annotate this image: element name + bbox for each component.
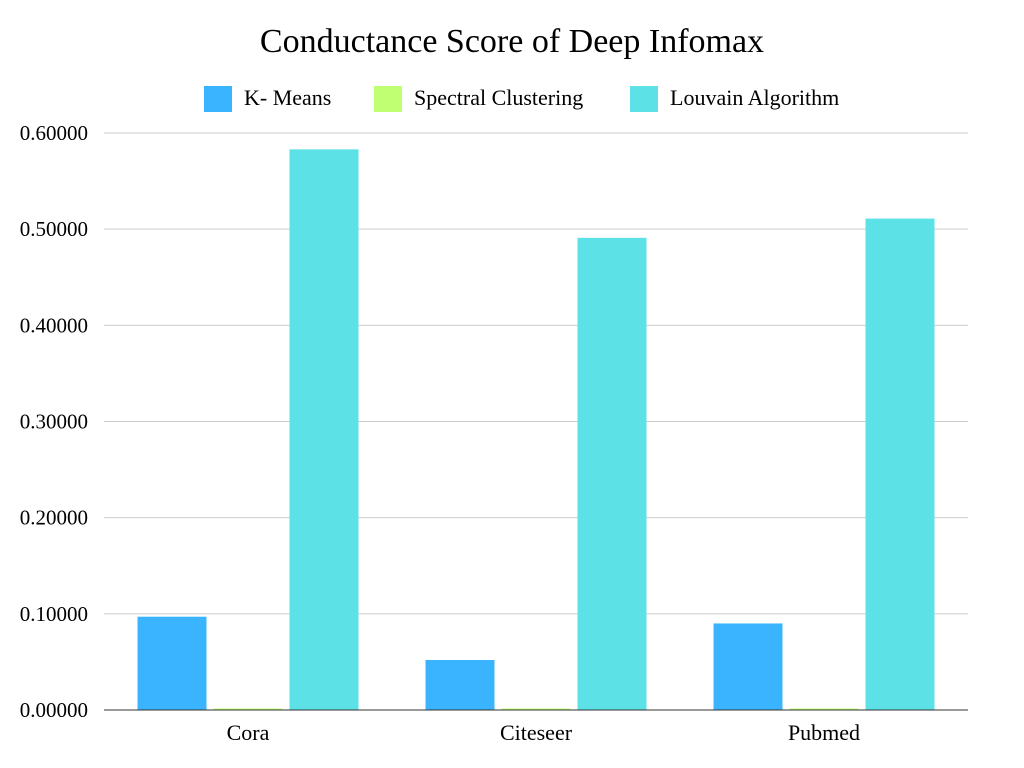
y-tick-label: 0.50000 xyxy=(20,217,88,241)
y-tick-label: 0.20000 xyxy=(20,506,88,530)
bar-pubmed-series-2 xyxy=(865,218,935,711)
y-tick-label: 0.60000 xyxy=(20,121,88,145)
y-tick-label: 0.40000 xyxy=(20,313,88,337)
bar-cora-series-2 xyxy=(289,149,359,710)
x-tick-label: Citeseer xyxy=(500,720,573,745)
bar-cora-series-1 xyxy=(213,708,283,710)
x-tick-label: Pubmed xyxy=(788,720,860,745)
y-axis: 0.00000 0.10000 0.20000 0.30000 0.40000 0.500… xyxy=(20,121,88,722)
gridlines xyxy=(104,132,968,615)
legend-label: Spectral Clustering xyxy=(414,85,583,110)
bars xyxy=(137,149,935,711)
legend-swatch xyxy=(204,86,232,112)
bar-citeseer-series-0 xyxy=(425,659,495,710)
legend-label: K- Means xyxy=(244,85,331,110)
bar-citeseer-series-2 xyxy=(577,237,647,711)
legend-label: Louvain Algorithm xyxy=(670,85,839,110)
bar-citeseer-series-1 xyxy=(501,708,571,710)
x-tick-label: Cora xyxy=(227,720,270,745)
bar-pubmed-series-1 xyxy=(789,708,859,710)
chart-title: Conductance Score of Deep Infomax xyxy=(260,23,764,60)
legend-swatch xyxy=(630,86,658,112)
y-tick-label: 0.00000 xyxy=(20,698,88,722)
y-tick-label: 0.10000 xyxy=(20,602,88,626)
y-tick-label: 0.30000 xyxy=(20,410,88,434)
legend-swatch xyxy=(374,86,402,112)
bar-cora-series-0 xyxy=(137,616,207,710)
x-axis: Cora Citeseer Pubmed xyxy=(104,709,968,745)
bar-pubmed-series-0 xyxy=(713,623,783,710)
legend: K- Means Spectral Clustering Louvain Algor… xyxy=(204,85,839,112)
